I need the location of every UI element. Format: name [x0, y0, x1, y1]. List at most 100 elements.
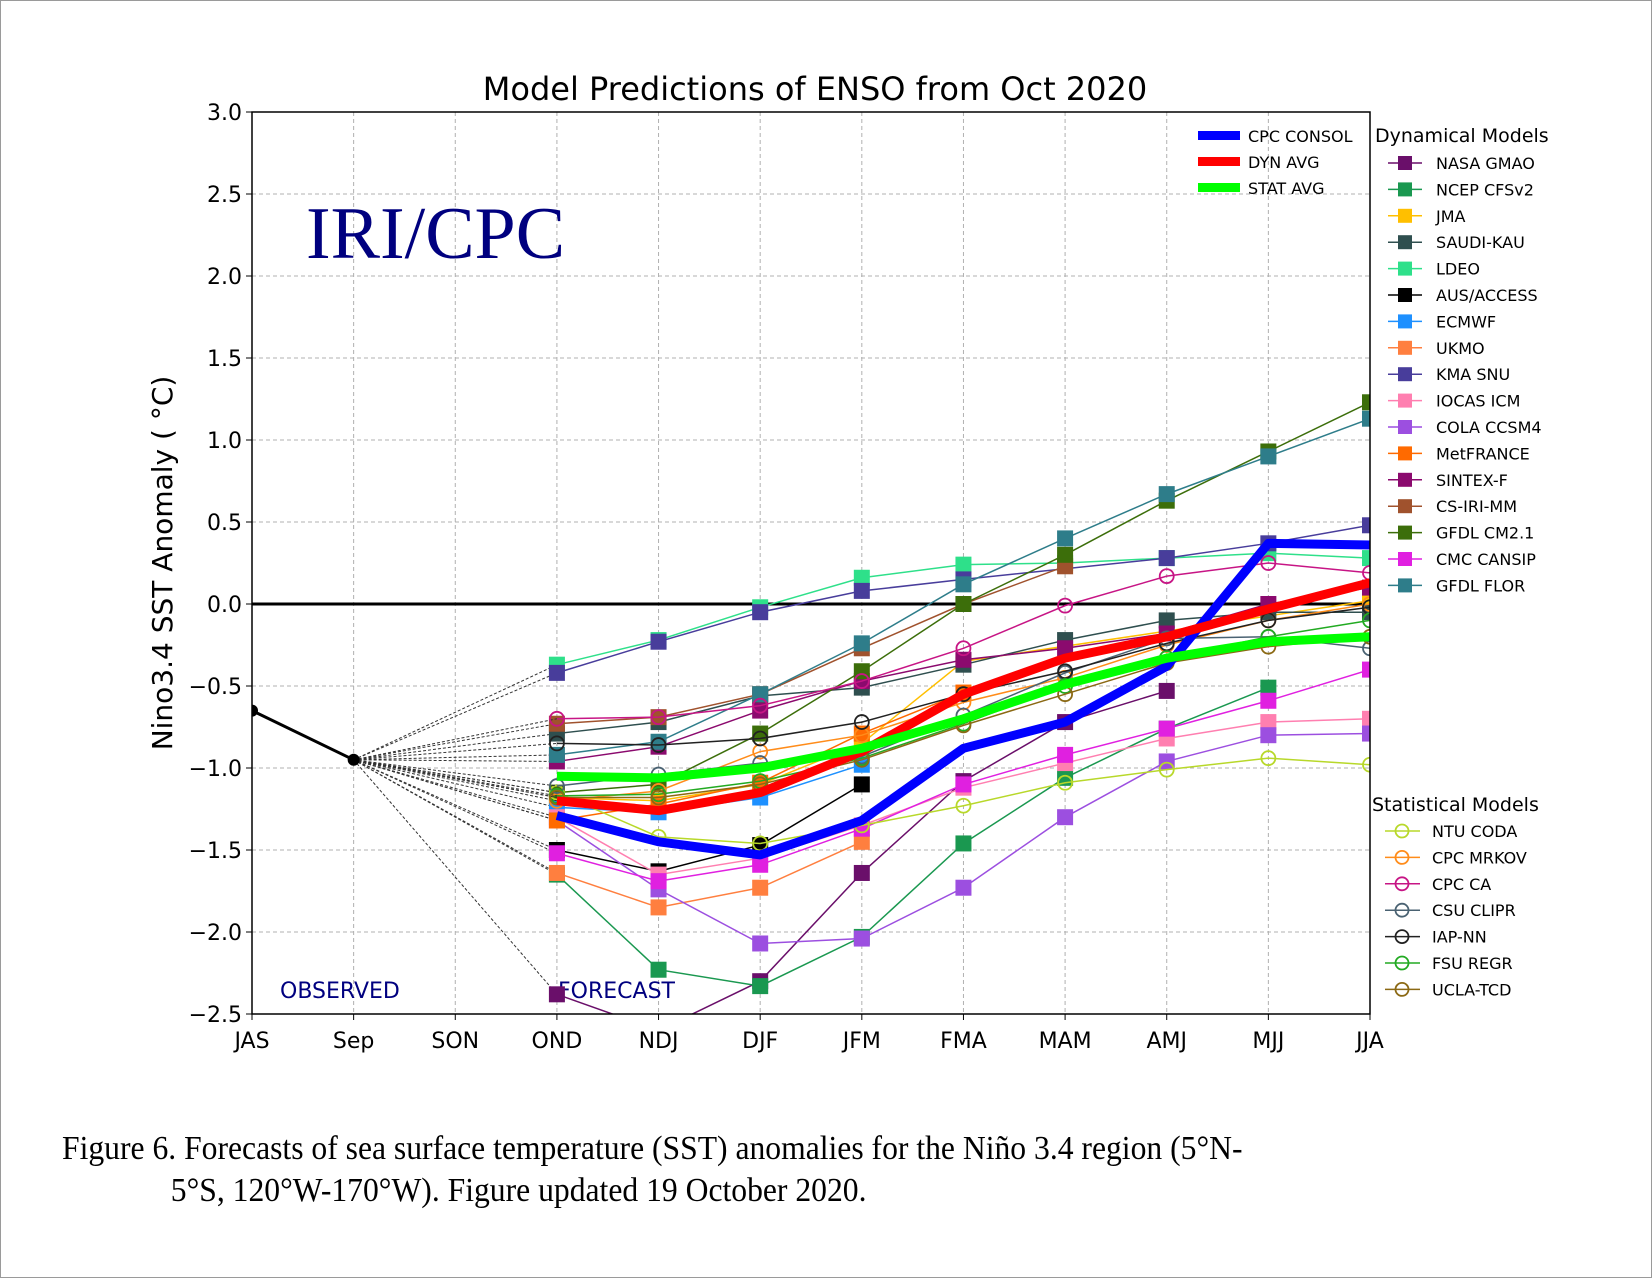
- legend-marker: [1398, 156, 1412, 170]
- forecast-connector: [353, 723, 557, 761]
- y-tick-label: 2.0: [207, 265, 242, 290]
- legend-label: SAUDI-KAU: [1436, 233, 1525, 252]
- legend-item-ecmwf: ECMWF: [1388, 312, 1496, 331]
- forecast-connector: [353, 759, 557, 797]
- y-tick-label: −0.5: [189, 675, 242, 700]
- legend-item-iap-nn: IAP-NN: [1385, 928, 1487, 947]
- legend-dynamical: Dynamical Models NASA GMAO NCEP CFSv2 JMA SA…: [1375, 125, 1549, 595]
- legend-marker: [1398, 446, 1412, 461]
- data-point: [1057, 746, 1074, 763]
- data-point: [752, 604, 769, 621]
- forecast-connector: [353, 672, 558, 761]
- y-axis-label: Nino3.4 SST Anomaly ( °C): [146, 376, 179, 751]
- data-point: [650, 789, 667, 806]
- legend-item-saudi-kau: SAUDI-KAU: [1388, 233, 1525, 252]
- data-point: [548, 715, 565, 732]
- legend-label: NASA GMAO: [1436, 154, 1535, 173]
- data-point: [650, 961, 667, 978]
- x-tick-label: JJA: [1354, 1029, 1384, 1054]
- legend-item-iocas-icm: IOCAS ICM: [1388, 392, 1520, 411]
- data-point: [650, 737, 667, 753]
- data-point: [752, 856, 769, 873]
- legend-item-kma-snu: KMA SNU: [1388, 365, 1510, 384]
- data-point: [1260, 679, 1277, 696]
- data-point: [853, 776, 870, 793]
- legend-marker: [1394, 982, 1410, 997]
- legend-marker: [1394, 823, 1410, 839]
- legend-item-gfdl-cm2-1: GFDL CM2.1: [1388, 524, 1534, 543]
- legend-marker: [1398, 340, 1412, 355]
- data-point: [548, 746, 565, 763]
- observed-label: OBSERVED: [280, 979, 400, 1004]
- data-point: [853, 673, 870, 689]
- legend-item-dyn-avg: DYN AVG: [1198, 153, 1320, 172]
- legend-label: STAT AVG: [1248, 179, 1325, 198]
- series-line: [556, 565, 1066, 725]
- series-gfdl-cm2-1: [353, 394, 1370, 801]
- data-point: [1158, 486, 1175, 503]
- forecast-connector: [353, 759, 558, 799]
- data-point: [955, 576, 972, 593]
- y-tick-label: 2.5: [207, 183, 242, 208]
- data-point: [1057, 597, 1073, 614]
- data-point: [1158, 720, 1175, 737]
- legend-label: CPC CA: [1432, 875, 1491, 894]
- data-point: [1362, 710, 1370, 727]
- legend-label: CPC MRKOV: [1432, 848, 1527, 867]
- legend-label: GFDL FLOR: [1436, 576, 1525, 595]
- y-tick-label: −1.0: [189, 757, 242, 782]
- legend-marker: [1398, 552, 1412, 566]
- legend-title-statistical: Statistical Models: [1372, 794, 1539, 816]
- series-line: [556, 757, 1370, 845]
- legend-label: IOCAS ICM: [1436, 392, 1520, 411]
- legend-item-jma: JMA: [1388, 207, 1466, 226]
- y-tick-label: −1.5: [189, 839, 242, 864]
- data-point: [1362, 756, 1370, 773]
- legend-item-gfdl-flor: GFDL FLOR: [1388, 576, 1525, 595]
- legend-item-cpc-mrkov: CPC MRKOV: [1385, 848, 1527, 867]
- x-tick-label: MJJ: [1252, 1029, 1284, 1054]
- data-point: [752, 978, 769, 995]
- observed-point: [347, 753, 360, 766]
- axes: −2.5 −2.0 −1.5 −1.0 −0.5 0.0 0.5 1.0 1.5 2.0 2.5 3.…: [189, 101, 1384, 1054]
- legend-label: UKMO: [1436, 339, 1485, 358]
- legend-item-cmc-cansip: CMC CANSIP: [1388, 550, 1536, 569]
- legend-label: SINTEX-F: [1436, 471, 1508, 490]
- legend-marker: [1398, 393, 1412, 408]
- data-point: [1362, 725, 1370, 742]
- data-point: [955, 596, 972, 612]
- legend-marker: [1394, 876, 1410, 892]
- data-point: [1362, 599, 1370, 616]
- legend-marker: [1398, 525, 1412, 540]
- x-tick-label: AMJ: [1146, 1029, 1187, 1054]
- y-tick-label: −2.5: [189, 1003, 242, 1028]
- data-point: [955, 879, 972, 896]
- data-point: [1158, 550, 1175, 567]
- x-tick-label: MAM: [1039, 1029, 1092, 1054]
- data-point: [650, 899, 667, 916]
- data-point: [853, 635, 870, 652]
- data-point: [1057, 546, 1074, 563]
- legend-item-ntu-coda: NTU CODA: [1385, 822, 1517, 841]
- x-tick-label: SON: [431, 1029, 479, 1054]
- legend-item-cs-iri-mm: CS-IRI-MM: [1388, 497, 1517, 516]
- x-tick-label: JAS: [232, 1029, 269, 1054]
- series-line: [556, 841, 863, 909]
- legend-label: COLA CCSM4: [1436, 418, 1542, 437]
- legend-marker: [1394, 955, 1410, 971]
- legend-marker: [1398, 288, 1412, 302]
- figure-caption: Figure 6. Forecasts of sea surface tempe…: [62, 1128, 1242, 1212]
- forecast-label: FORECAST: [558, 979, 676, 1004]
- data-point: [1362, 410, 1370, 427]
- data-point: [853, 569, 870, 586]
- series-cpc-ca: [353, 555, 1370, 761]
- data-point: [1057, 774, 1073, 791]
- x-tick-label: JFM: [841, 1029, 881, 1054]
- legend-label: UCLA-TCD: [1432, 980, 1511, 999]
- legend-label: CSU CLIPR: [1432, 901, 1516, 920]
- x-tick-label: FMA: [940, 1029, 987, 1054]
- forecast-connector: [353, 718, 558, 761]
- legend-item-stat-avg: STAT AVG: [1198, 179, 1325, 198]
- forecast-connector: [353, 742, 557, 761]
- x-tick-label: DJF: [742, 1029, 778, 1054]
